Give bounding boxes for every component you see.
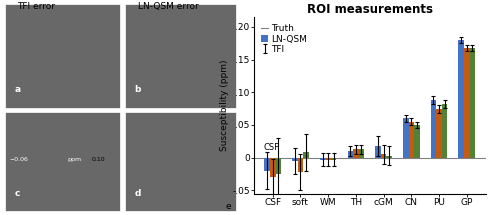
Bar — [292, 158, 298, 161]
Bar — [298, 158, 303, 172]
Bar — [270, 158, 276, 177]
Text: LN-QSM error: LN-QSM error — [138, 2, 199, 11]
Bar — [264, 158, 270, 171]
Text: d: d — [135, 189, 141, 198]
Bar — [320, 158, 325, 160]
FancyBboxPatch shape — [125, 112, 236, 211]
FancyBboxPatch shape — [5, 112, 120, 211]
Bar — [409, 122, 414, 158]
Bar — [381, 154, 387, 158]
Text: e: e — [225, 201, 231, 210]
Text: b: b — [135, 85, 141, 94]
Bar — [436, 109, 442, 158]
Bar — [442, 104, 447, 158]
Bar — [353, 149, 359, 158]
Title: ROI measurements: ROI measurements — [307, 3, 433, 16]
Bar — [375, 146, 381, 158]
Text: −0.06: −0.06 — [10, 157, 29, 162]
Bar — [414, 125, 420, 158]
Text: ppm: ppm — [68, 157, 81, 162]
Bar — [303, 152, 309, 158]
FancyBboxPatch shape — [5, 4, 120, 108]
Text: c: c — [14, 189, 20, 198]
FancyBboxPatch shape — [125, 4, 236, 108]
Text: a: a — [14, 85, 21, 94]
Bar — [331, 158, 337, 160]
Y-axis label: Susceptibility (ppm): Susceptibility (ppm) — [220, 60, 229, 151]
Bar — [359, 149, 364, 158]
Bar — [325, 158, 331, 160]
Bar — [276, 158, 281, 174]
Text: 0.10: 0.10 — [91, 157, 105, 162]
Bar — [458, 40, 464, 158]
Text: CSF: CSF — [263, 143, 279, 152]
Bar — [403, 118, 409, 158]
Bar — [348, 151, 353, 158]
Bar — [387, 156, 392, 158]
Text: TFI error: TFI error — [17, 2, 55, 11]
Bar — [469, 48, 475, 158]
Bar — [464, 48, 469, 158]
Bar — [431, 100, 436, 158]
Legend: Truth, LN-QSM, TFI: Truth, LN-QSM, TFI — [258, 22, 310, 57]
